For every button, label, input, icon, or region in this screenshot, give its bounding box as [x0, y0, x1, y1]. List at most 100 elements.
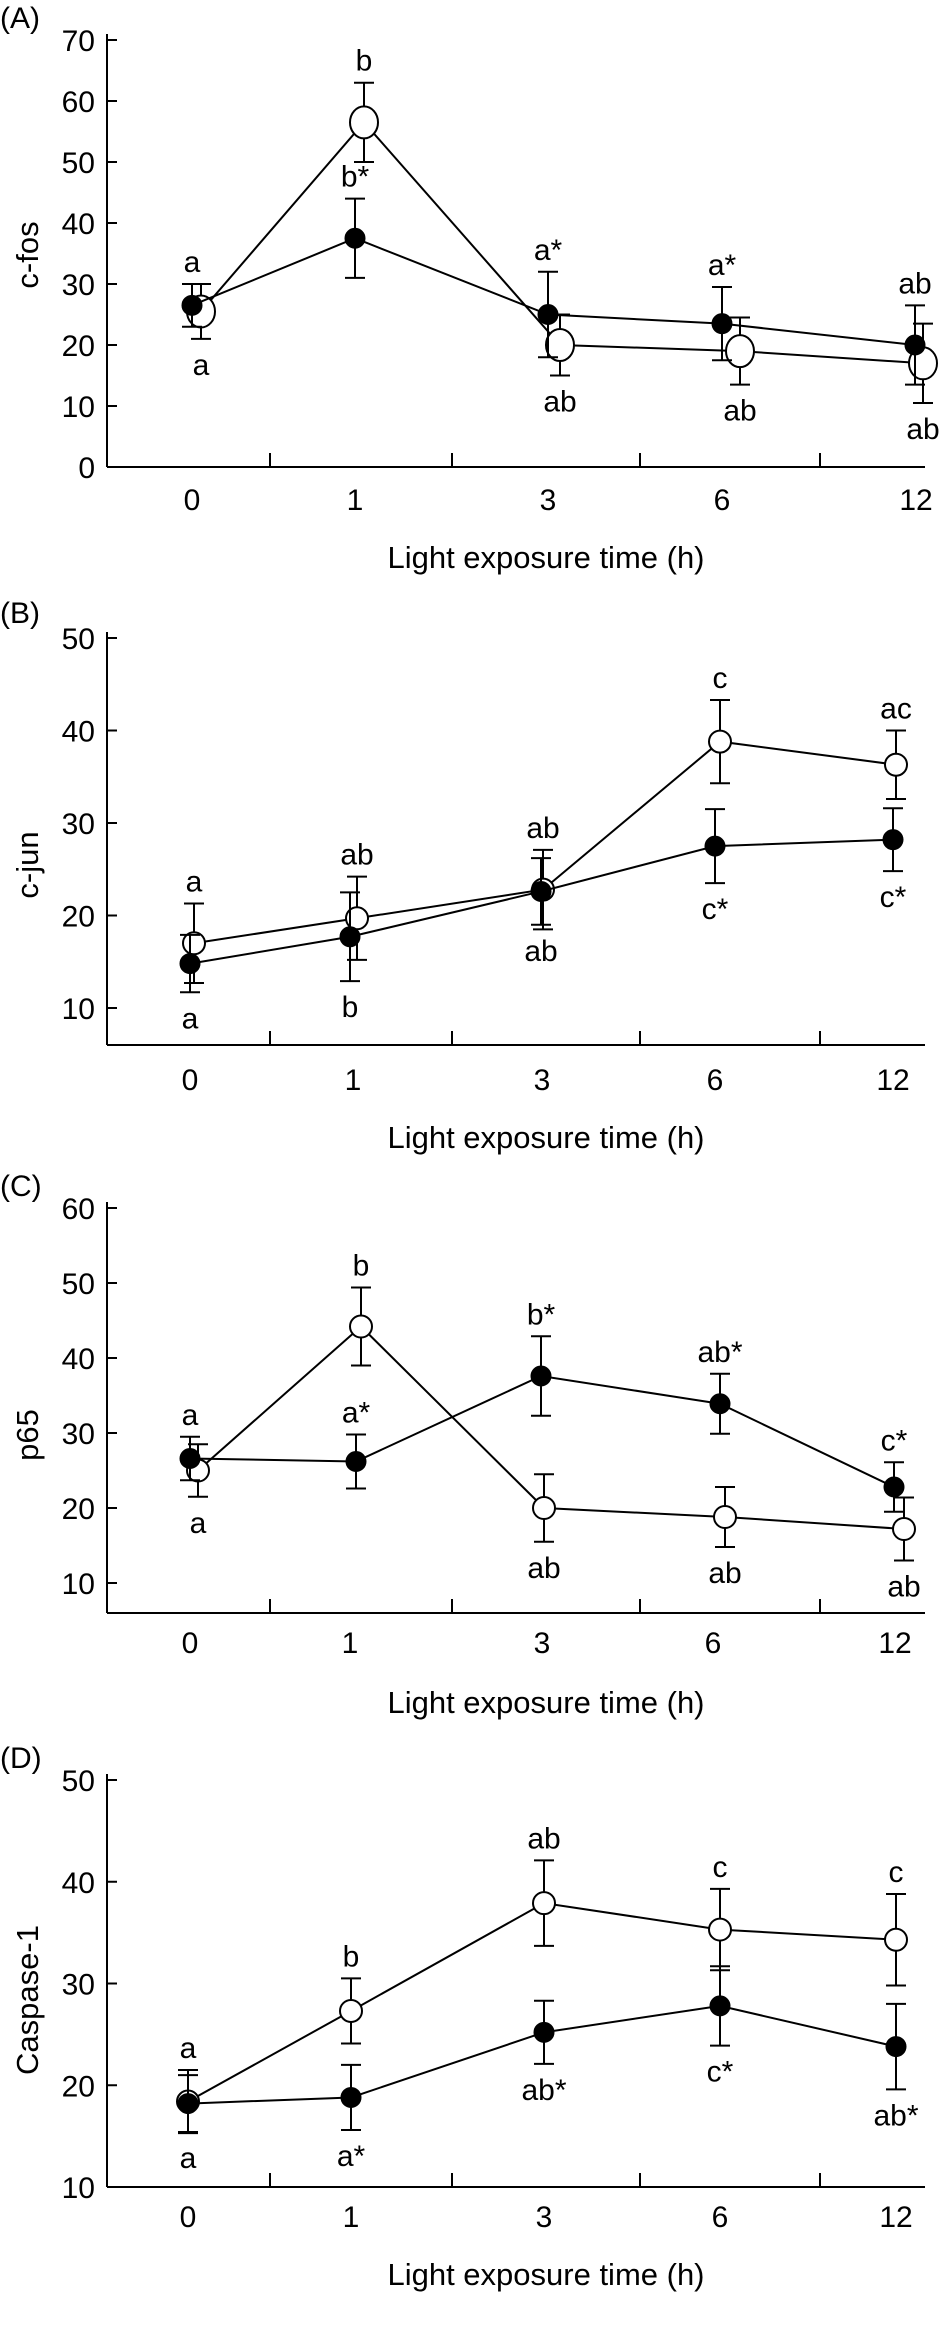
significance-label: c*	[881, 1424, 908, 1457]
data-point-open	[349, 1314, 373, 1339]
y-tick-label: 30	[62, 1969, 95, 2002]
significance-label: c	[713, 662, 728, 695]
significance-label: a	[182, 1399, 199, 1432]
data-point-filled	[181, 294, 203, 316]
y-tick-label: 50	[62, 147, 95, 180]
y-tick-label: 40	[62, 1343, 95, 1376]
data-point-filled	[883, 1476, 905, 1498]
x-tick-label: 12	[876, 1064, 909, 1097]
series-line-open	[187, 1902, 897, 2103]
data-point-filled	[179, 1448, 201, 1469]
panel-label: (B)	[0, 597, 40, 630]
x-tick-label: 0	[182, 1064, 199, 1097]
x-axis-title: Light exposure time (h)	[387, 1120, 704, 1155]
data-point-open	[339, 1998, 363, 2023]
y-tick-label: 50	[62, 1765, 95, 1798]
y-tick-label: 60	[62, 86, 95, 119]
significance-label: ab	[524, 935, 557, 968]
significance-label: a	[180, 2032, 197, 2065]
y-axis-title: c-fos	[10, 221, 45, 288]
significance-label: c	[889, 1856, 904, 1889]
data-point-filled	[711, 313, 733, 335]
y-tick-label: 30	[62, 808, 95, 841]
significance-label: ac	[880, 693, 912, 726]
y-tick-label: 60	[62, 1193, 95, 1226]
significance-label: ab	[906, 413, 939, 446]
x-tick-label: 0	[184, 484, 201, 517]
x-tick-label: 12	[899, 484, 932, 517]
x-tick-label: 1	[342, 1627, 359, 1660]
significance-label: c	[713, 1851, 728, 1884]
significance-label: a	[186, 865, 203, 898]
significance-label: a	[184, 246, 201, 279]
y-tick-label: 20	[62, 1493, 95, 1526]
y-tick-label: 40	[62, 1867, 95, 1900]
y-tick-label: 30	[62, 1418, 95, 1451]
y-tick-label: 40	[62, 208, 95, 241]
data-point-filled	[530, 1365, 552, 1387]
y-tick-label: 20	[62, 2070, 95, 2103]
data-point-filled	[904, 334, 926, 356]
y-tick-label: 50	[62, 1268, 95, 1301]
x-tick-label: 3	[540, 484, 557, 517]
x-tick-label: 6	[714, 484, 731, 517]
significance-label: a	[193, 349, 210, 382]
significance-label: b	[356, 45, 373, 78]
data-point-filled	[344, 227, 366, 249]
data-point-open	[713, 1505, 737, 1529]
x-tick-label: 3	[534, 1627, 551, 1660]
significance-label: a	[180, 2142, 197, 2175]
y-tick-label: 10	[62, 2172, 95, 2205]
significance-label: ab*	[697, 1336, 742, 1369]
x-tick-label: 6	[707, 1064, 724, 1097]
data-point-open	[884, 1927, 908, 1952]
significance-label: a*	[534, 234, 563, 267]
significance-label: a*	[342, 1397, 371, 1430]
data-point-open	[708, 1917, 732, 1942]
significance-label: c*	[702, 893, 729, 926]
y-tick-label: 10	[62, 1568, 95, 1601]
data-point-filled	[709, 1393, 731, 1415]
y-axis-title: c-jun	[10, 831, 45, 898]
panel-label: (A)	[0, 2, 40, 35]
panel-label: (D)	[0, 1742, 42, 1775]
significance-label: b	[353, 1250, 370, 1283]
data-point-filled	[179, 953, 201, 975]
x-tick-label: 1	[345, 1064, 362, 1097]
significance-label: ab*	[521, 2074, 566, 2107]
significance-label: ab	[723, 395, 756, 428]
data-point-open	[349, 105, 379, 140]
significance-label: ab	[543, 386, 576, 419]
panel-label: (C)	[0, 1170, 42, 1203]
data-point-filled	[530, 880, 552, 902]
y-tick-label: 20	[62, 330, 95, 363]
x-tick-label: 3	[536, 2201, 553, 2234]
significance-label: ab	[898, 267, 931, 300]
significance-label: ab	[887, 1571, 920, 1604]
significance-label: ab	[708, 1557, 741, 1590]
significance-label: a	[182, 1002, 199, 1035]
y-tick-label: 10	[62, 993, 95, 1026]
data-point-filled	[345, 1451, 367, 1472]
significance-label: ab	[527, 1552, 560, 1585]
significance-label: a*	[708, 249, 737, 282]
significance-label: a*	[337, 2140, 366, 2173]
data-point-filled	[709, 1995, 731, 2017]
significance-label: ab	[340, 839, 373, 872]
data-point-filled	[340, 2086, 362, 2108]
data-point-open	[725, 334, 755, 369]
x-tick-label: 1	[343, 2201, 360, 2234]
x-tick-label: 3	[534, 1064, 551, 1097]
x-tick-label: 6	[705, 1627, 722, 1660]
significance-label: b	[343, 1940, 360, 1973]
y-tick-label: 20	[62, 901, 95, 934]
significance-label: c*	[707, 2056, 734, 2089]
x-axis-title: Light exposure time (h)	[387, 1685, 704, 1720]
significance-label: b*	[527, 1298, 556, 1331]
data-point-open	[532, 1496, 556, 1520]
y-tick-label: 50	[62, 623, 95, 656]
significance-label: ab	[527, 1822, 560, 1855]
significance-label: b*	[341, 161, 370, 194]
significance-label: ab*	[873, 2099, 918, 2132]
y-axis-title: Caspase-1	[10, 1925, 45, 2075]
